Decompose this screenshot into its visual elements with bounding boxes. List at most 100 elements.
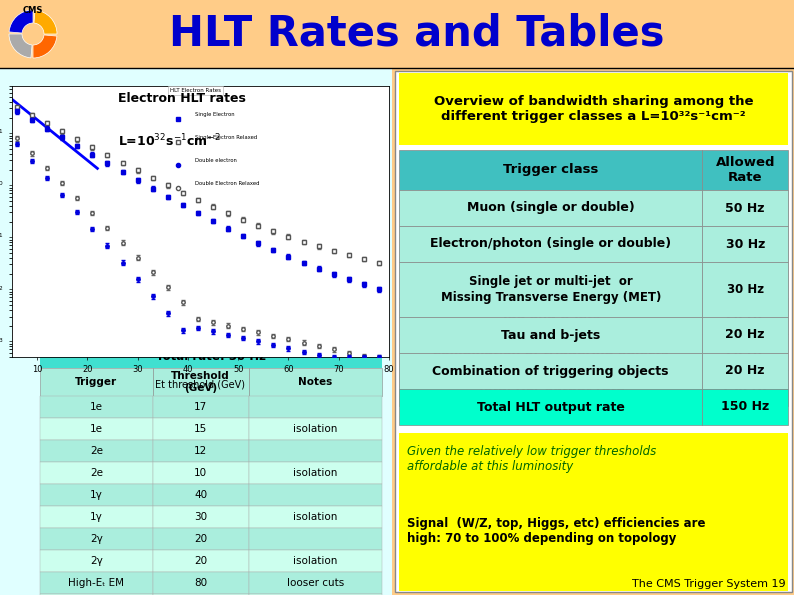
Bar: [153, 462, 249, 484]
Bar: [249, 528, 382, 550]
Text: High-Eₜ EM: High-Eₜ EM: [68, 578, 125, 588]
Bar: [703, 262, 788, 317]
Text: Tau and b-jets: Tau and b-jets: [501, 328, 600, 342]
Text: Trigger class: Trigger class: [503, 164, 599, 177]
Text: Single jet or multi-jet  or
Missing Transverse Energy (MET): Single jet or multi-jet or Missing Trans…: [441, 276, 661, 304]
Bar: [249, 484, 382, 506]
Bar: [399, 190, 703, 226]
Bar: [399, 353, 703, 389]
Text: 80: 80: [195, 578, 207, 588]
Bar: [40, 330, 382, 368]
Text: Combination of triggering objects: Combination of triggering objects: [433, 365, 669, 377]
Bar: [249, 462, 382, 484]
Text: Electron/photon (single or double): Electron/photon (single or double): [430, 237, 671, 250]
Wedge shape: [33, 35, 57, 58]
Text: 1γ: 1γ: [90, 512, 103, 522]
Text: Combination of triggering objects: Combination of triggering objects: [433, 346, 669, 359]
Bar: [249, 572, 382, 594]
Text: 1γ: 1γ: [90, 490, 103, 500]
Text: 2γ: 2γ: [90, 556, 103, 566]
Text: Double Electron Relaxed: Double Electron Relaxed: [195, 181, 260, 186]
Bar: [703, 334, 788, 370]
Bar: [249, 506, 382, 528]
Bar: [153, 396, 249, 418]
Text: looser cuts: looser cuts: [287, 578, 344, 588]
Bar: [153, 550, 249, 572]
Text: 30 Hz: 30 Hz: [727, 283, 764, 296]
Wedge shape: [34, 10, 57, 34]
Bar: [399, 262, 703, 317]
Text: Notes: Notes: [299, 377, 333, 387]
Text: Given the relatively low trigger thresholds
affordable at this luminosity: Given the relatively low trigger thresho…: [407, 445, 657, 473]
Bar: [399, 433, 788, 591]
Text: 2e: 2e: [90, 468, 103, 478]
Bar: [399, 370, 703, 406]
Text: Muon (single or double): Muon (single or double): [467, 202, 634, 215]
Bar: [153, 528, 249, 550]
Bar: [249, 594, 382, 595]
Bar: [399, 334, 703, 370]
Bar: [703, 370, 788, 406]
Text: The CMS Trigger System 19: The CMS Trigger System 19: [632, 579, 786, 589]
Bar: [703, 226, 788, 262]
Bar: [399, 262, 703, 318]
Text: 12: 12: [194, 446, 207, 456]
Text: Total HLT output rate: Total HLT output rate: [476, 381, 625, 394]
Bar: [40, 506, 153, 528]
Text: Total HLT output rate: Total HLT output rate: [476, 400, 625, 414]
Text: Allowed
Rate: Allowed Rate: [715, 156, 775, 184]
Text: HLT Electron Rates: HLT Electron Rates: [170, 87, 222, 93]
Bar: [703, 262, 788, 318]
Text: 1e: 1e: [90, 424, 103, 434]
Bar: [40, 462, 153, 484]
Bar: [399, 190, 703, 226]
Bar: [249, 550, 382, 572]
Bar: [40, 528, 153, 550]
Text: Overview of bandwidth sharing among the
different trigger classes a L=10³²s⁻¹cm⁻: Overview of bandwidth sharing among the …: [434, 95, 754, 123]
Text: Muon (single or double): Muon (single or double): [467, 202, 634, 215]
Text: 30 Hz: 30 Hz: [727, 283, 764, 296]
Text: Electrons/Photons  HLT table
Total rate: 30 Hz: Electrons/Photons HLT table Total rate: …: [116, 335, 306, 363]
Text: isolation: isolation: [293, 512, 337, 522]
Text: Tau and b-jets: Tau and b-jets: [501, 309, 600, 322]
Text: Single Electron Relaxed: Single Electron Relaxed: [195, 135, 257, 140]
Text: Single Electron: Single Electron: [195, 112, 234, 117]
Text: isolation: isolation: [293, 556, 337, 566]
Bar: [703, 226, 788, 262]
Bar: [0, 68, 392, 595]
Bar: [153, 594, 249, 595]
Bar: [703, 190, 788, 226]
Bar: [249, 368, 382, 396]
Bar: [249, 418, 382, 440]
Bar: [703, 150, 788, 190]
Bar: [399, 298, 703, 334]
Text: 30 Hz: 30 Hz: [726, 237, 765, 250]
Bar: [153, 506, 249, 528]
X-axis label: Et threshold (GeV): Et threshold (GeV): [156, 379, 245, 389]
Text: isolation: isolation: [293, 468, 337, 478]
Text: 2e: 2e: [90, 446, 103, 456]
Text: 10: 10: [195, 468, 207, 478]
Text: 50 Hz: 50 Hz: [726, 202, 765, 215]
Bar: [249, 396, 382, 418]
Bar: [40, 484, 153, 506]
Bar: [153, 440, 249, 462]
Text: 50 Hz: 50 Hz: [726, 202, 765, 215]
Bar: [40, 550, 153, 572]
Bar: [40, 368, 153, 396]
Bar: [703, 298, 788, 334]
Wedge shape: [9, 34, 32, 58]
Bar: [0, 0, 794, 68]
Bar: [249, 440, 382, 462]
Bar: [40, 396, 153, 418]
Text: Trigger: Trigger: [75, 377, 118, 387]
Bar: [40, 418, 153, 440]
Bar: [399, 150, 703, 190]
Bar: [399, 73, 788, 145]
Bar: [153, 418, 249, 440]
Text: CMS: CMS: [23, 6, 43, 15]
Bar: [153, 368, 249, 396]
Text: 40: 40: [195, 490, 207, 500]
Bar: [703, 190, 788, 226]
Text: Electron HLT rates: Electron HLT rates: [118, 92, 245, 105]
